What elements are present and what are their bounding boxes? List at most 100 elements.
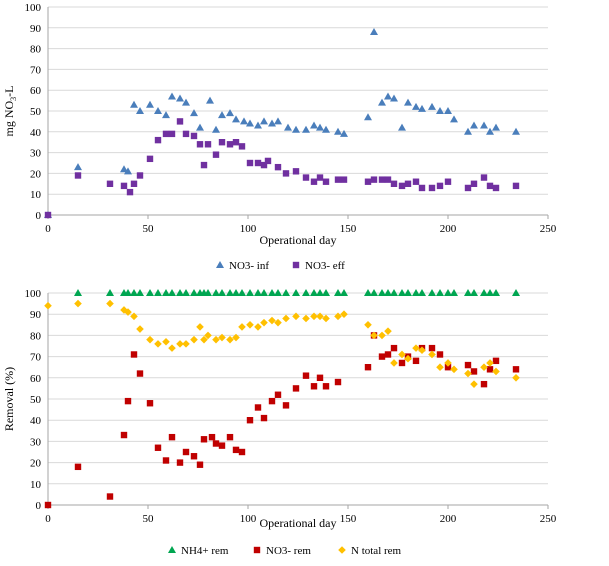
data-point [282,170,290,177]
data-point [120,306,128,314]
data-point [168,433,176,441]
data-point [370,27,378,35]
series-no3-rem [44,332,520,509]
data-point [322,289,330,296]
data-point [168,289,176,296]
data-point [190,132,198,140]
data-point [44,301,52,310]
data-point [334,127,342,135]
data-point [316,123,324,131]
data-point [44,501,52,509]
data-point [226,289,234,296]
data-point [512,182,520,190]
data-point [182,289,190,296]
data-point [232,139,240,146]
data-point [480,380,488,388]
data-point [464,184,472,192]
data-point [232,333,240,342]
data-point [136,172,144,179]
data-point [390,180,398,187]
data-point [370,176,378,183]
data-point [384,351,392,358]
data-point [246,289,254,296]
data-point [282,289,290,296]
data-point [190,289,198,296]
data-point [260,289,268,296]
data-point [260,414,268,422]
data-point [310,383,318,390]
data-point [162,289,170,296]
data-point [218,139,226,146]
data-point [162,130,170,138]
data-point [136,289,144,296]
data-point [190,109,198,117]
data-point [444,359,452,367]
data-point [284,123,292,131]
data-point [464,127,472,135]
data-point [218,111,226,119]
data-point [364,289,372,296]
data-point [282,402,290,409]
data-point [322,383,330,390]
data-point [212,151,220,158]
series-no3-eff [44,118,520,219]
data-point [464,289,472,296]
data-point [182,340,190,348]
data-point [146,100,154,108]
data-point [130,180,138,187]
data-point [340,310,348,318]
legend-label: NO3- inf [229,260,269,272]
legend-marker [292,261,300,269]
data-point [74,172,82,179]
x-tick-label: 50 [143,223,155,235]
data-point [204,289,212,296]
data-point [340,176,348,183]
data-point [204,141,212,148]
y-tick-label: 40 [30,415,42,427]
data-point [486,359,494,367]
x-tick-label: 0 [45,513,51,525]
data-point [130,312,138,321]
data-point [168,130,176,138]
x-tick-label: 100 [240,223,257,235]
y-tick-label: 0 [36,500,42,512]
data-point [436,107,444,114]
data-point [322,178,330,185]
data-point [486,182,494,190]
y-tick-label: 100 [25,288,42,300]
data-point [200,436,208,443]
data-point [398,289,406,296]
series-no3-inf [44,27,520,218]
x-axis-label: Operational day [260,233,337,247]
data-point [196,141,204,148]
data-point [146,155,154,163]
data-point [370,289,378,296]
data-point [212,289,220,296]
data-point [238,289,246,296]
y-tick-label: 30 [30,148,42,160]
x-tick-label: 200 [440,223,457,235]
data-point [176,459,184,466]
data-point [404,289,412,296]
data-point [238,323,246,331]
x-tick-label: 150 [340,223,357,235]
data-point [226,141,234,148]
data-point [168,344,176,352]
data-point [268,397,276,405]
y-tick-label: 60 [30,85,42,97]
x-tick-label: 150 [340,513,357,525]
data-point [254,289,262,296]
y-tick-label: 80 [30,44,42,56]
legend-marker [168,546,176,553]
data-point [398,182,406,190]
data-point [390,359,398,367]
data-point [404,180,412,187]
data-point [512,127,520,135]
y-tick-label: 90 [30,23,42,35]
data-point [404,354,412,363]
data-point [182,130,190,138]
data-point [470,121,478,129]
data-point [470,380,478,388]
data-point [302,289,310,296]
data-point [162,457,170,464]
